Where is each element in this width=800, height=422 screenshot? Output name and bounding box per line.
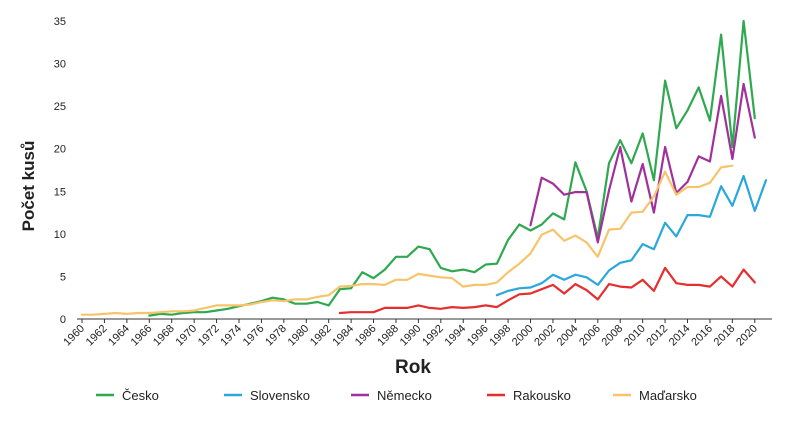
series-line-5 (80, 164, 734, 316)
x-tick-label: 2006 (577, 323, 603, 349)
legend: Česko Slovensko Německo Rakousko Maďarsko (96, 388, 697, 403)
x-tick-label: 1960 (61, 323, 87, 349)
legend-label: Maďarsko (639, 388, 697, 403)
x-tick-label: 1998 (487, 323, 513, 349)
x-tick-label: 1972 (196, 323, 222, 349)
x-tick-label: 1970 (173, 323, 199, 349)
series-line-4 (338, 266, 756, 315)
x-tick-label: 1982 (308, 323, 334, 349)
x-tick-label: 1992 (420, 323, 446, 349)
y-tick-label: 15 (54, 186, 66, 198)
x-tick-label: 2020 (734, 323, 760, 349)
x-tick-label: 2018 (712, 323, 738, 349)
x-tick-label: 2016 (689, 323, 715, 349)
x-tick-label: 1988 (375, 323, 401, 349)
x-tick-label: 1968 (151, 323, 177, 349)
x-tick-label: 1976 (241, 323, 267, 349)
legend-item: Česko (96, 388, 159, 403)
x-tick-label: 2004 (555, 323, 581, 349)
y-tick-label: 10 (54, 229, 66, 241)
x-tick-label: 1990 (398, 323, 424, 349)
y-tick-label: 35 (54, 16, 66, 28)
x-tick-label: 2000 (510, 323, 536, 349)
y-axis-title: Počet kusů (19, 141, 38, 232)
legend-item: Rakousko (487, 388, 571, 403)
y-tick-label: 20 (54, 144, 66, 156)
x-tick-label: 1996 (465, 323, 491, 349)
x-tick-label: 2008 (600, 323, 626, 349)
series-layer (80, 19, 768, 317)
legend-item: Německo (351, 388, 432, 403)
legend-label: Německo (377, 388, 432, 403)
series-line-3 (529, 82, 756, 244)
x-tick-label: 2002 (532, 323, 558, 349)
legend-label: Rakousko (513, 388, 571, 403)
x-tick-label: 2010 (622, 323, 648, 349)
x-tick-label: 1974 (218, 323, 244, 349)
y-tick-label: 0 (60, 314, 66, 326)
x-tick-label: 1986 (353, 323, 379, 349)
x-axis-title: Rok (395, 357, 431, 378)
y-tick-label: 25 (54, 101, 66, 113)
x-tick-label: 1978 (263, 323, 289, 349)
y-axis: 0 5 10 15 20 25 30 35 (54, 16, 66, 326)
legend-item: Slovensko (224, 388, 310, 403)
series-line-2 (495, 174, 768, 297)
legend-item: Maďarsko (613, 388, 697, 403)
legend-label: Česko (122, 388, 159, 403)
x-tick-label: 1962 (84, 323, 110, 349)
x-tick-label: 2014 (667, 323, 693, 349)
x-tick-label: 1984 (330, 323, 356, 349)
y-tick-label: 30 (54, 59, 66, 71)
y-tick-label: 5 (60, 271, 66, 283)
x-axis: 1960196219641966196819701972197419761978… (61, 318, 772, 349)
legend-label: Slovensko (250, 388, 310, 403)
x-tick-label: 1980 (286, 323, 312, 349)
x-tick-label: 1966 (129, 323, 155, 349)
x-tick-label: 1964 (106, 323, 132, 349)
x-tick-label: 2012 (644, 323, 670, 349)
x-tick-label: 1994 (443, 323, 469, 349)
